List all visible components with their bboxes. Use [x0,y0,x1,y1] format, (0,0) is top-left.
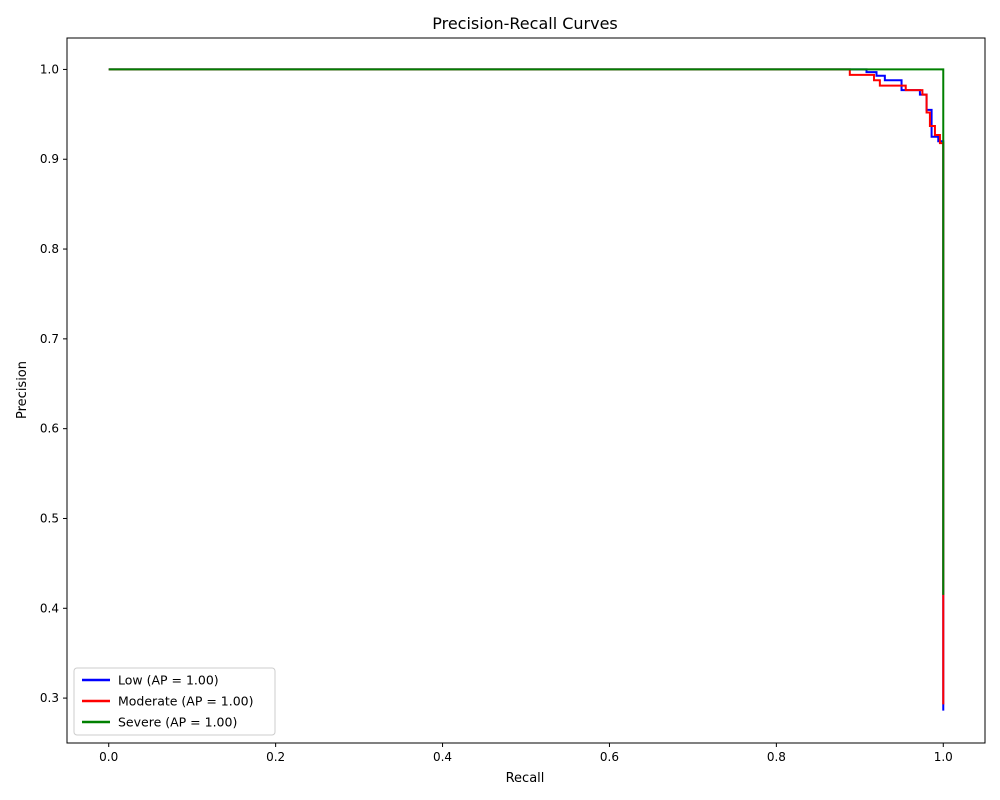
legend-label: Severe (AP = 1.00) [118,715,237,730]
series-line-1 [108,68,945,705]
y-tick-label: 0.8 [40,242,59,256]
series-line-2 [108,68,945,595]
plot-area [108,68,945,711]
y-tick-label: 0.4 [40,601,59,615]
legend: Low (AP = 1.00) Moderate (AP = 1.00) Sever… [73,667,276,736]
y-tick-label: 0.9 [40,152,59,166]
legend-label: Moderate (AP = 1.00) [118,694,254,709]
chart-title: Precision-Recall Curves [432,14,618,33]
x-tick-label: 1.0 [934,750,953,764]
series-line-0 [108,68,945,711]
x-tick-label: 0.2 [266,750,285,764]
y-tick-label: 0.5 [40,511,59,525]
x-tick-label: 0.4 [433,750,452,764]
plot-frame [66,37,986,744]
legend-box [73,667,276,736]
y-tick-label: 0.3 [40,691,59,705]
x-axis: 0.0 0.2 0.4 0.6 0.8 1.0 [99,743,953,764]
x-tick-label: 0.8 [767,750,786,764]
y-tick-label: 1.0 [40,62,59,76]
y-axis-label: Precision [15,361,30,419]
legend-label: Low (AP = 1.00) [118,673,219,688]
y-tick-label: 0.7 [40,332,59,346]
x-tick-label: 0.0 [99,750,118,764]
x-axis-label: Recall [506,771,545,786]
y-tick-label: 0.6 [40,422,59,436]
x-tick-label: 0.6 [600,750,619,764]
y-axis: 0.3 0.4 0.5 0.6 0.7 0.8 0.9 1.0 [40,62,67,705]
